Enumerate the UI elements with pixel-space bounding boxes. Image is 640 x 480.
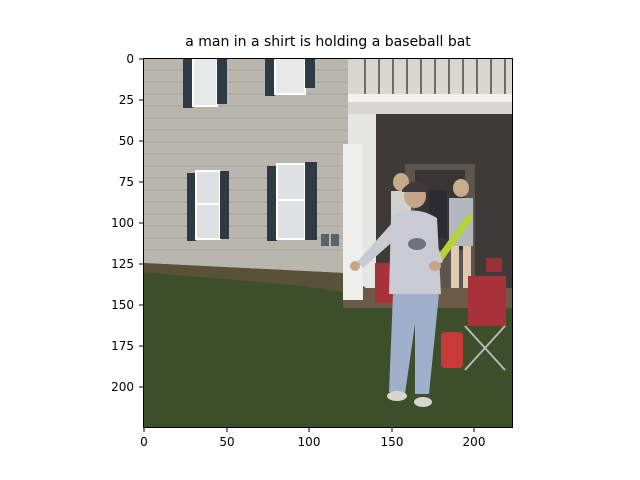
man-with-bat — [350, 181, 473, 407]
y-tick-label: 50 — [118, 134, 134, 148]
leaf-litter — [143, 263, 381, 298]
lower-window-right — [267, 162, 317, 241]
y-tick-label: 125 — [111, 257, 134, 271]
x-tick-label: 50 — [219, 435, 235, 449]
red-chair-right — [464, 276, 506, 371]
figure-title: a man in a shirt is holding a baseball b… — [185, 34, 471, 50]
x-tick-label: 0 — [140, 435, 148, 449]
image-axes — [143, 58, 513, 428]
y-tick-label: 150 — [111, 298, 134, 312]
axes-frame — [143, 58, 513, 428]
y-tick-label: 175 — [111, 339, 134, 353]
y-tick-label: 0 — [126, 52, 134, 66]
y-tick-label: 75 — [118, 175, 134, 189]
x-tick-label: 100 — [297, 435, 321, 449]
y-tick-label: 100 — [111, 216, 134, 230]
photo — [143, 58, 513, 428]
y-tick-label: 200 — [111, 380, 134, 394]
lower-window-left — [187, 170, 229, 241]
x-tick-label: 200 — [462, 435, 486, 449]
y-tick-label: 25 — [118, 93, 134, 107]
red-bin — [486, 258, 502, 272]
upper-window-right — [265, 58, 315, 96]
red-cooler — [441, 332, 463, 368]
upper-window-left — [183, 58, 227, 108]
utility-meters — [321, 234, 339, 246]
x-tick-label: 150 — [380, 435, 404, 449]
